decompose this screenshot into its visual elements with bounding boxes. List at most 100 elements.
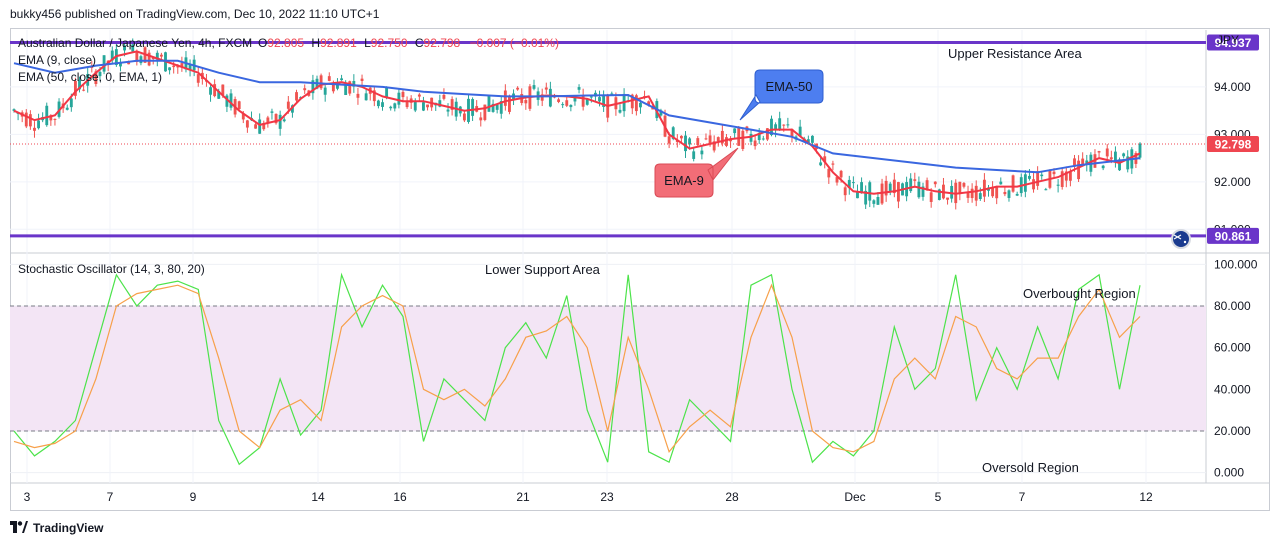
ema9-callout: EMA-9 xyxy=(654,147,739,198)
candle-body xyxy=(1113,151,1117,161)
candle-body xyxy=(839,170,843,178)
candle-body xyxy=(970,188,974,199)
candle-body xyxy=(389,106,393,109)
symbol-label: Australian Dollar / Japanese Yen, 4h, FX… xyxy=(18,36,252,50)
time-tick-label: 21 xyxy=(516,490,530,504)
candle-body xyxy=(1060,171,1064,187)
candle-body xyxy=(806,139,810,144)
candle-body xyxy=(532,85,536,89)
candle-body xyxy=(172,65,176,68)
candle-body xyxy=(266,117,270,124)
oscillator-tick-label: 20.000 xyxy=(1214,424,1251,438)
candle-body xyxy=(311,80,315,94)
oscillator-pane[interactable] xyxy=(10,272,1206,466)
candle-body xyxy=(712,141,716,151)
candle-body xyxy=(12,109,16,111)
oscillator-tick-label: 100.000 xyxy=(1214,257,1258,271)
candle-body xyxy=(131,44,135,52)
candle-body xyxy=(692,151,696,159)
candle-body xyxy=(933,181,937,185)
time-tick-label: 7 xyxy=(1019,490,1026,504)
candle-body xyxy=(811,135,814,143)
candle-body xyxy=(401,91,405,98)
price-badge-label: 92.798 xyxy=(1215,137,1252,151)
chart-frame xyxy=(10,28,1270,511)
candle-body xyxy=(598,97,601,102)
candle-body xyxy=(524,100,528,104)
candle-body xyxy=(909,178,913,192)
candle-body xyxy=(225,95,229,107)
candle-body xyxy=(630,94,634,109)
publisher-bar: bukky456 published on TradingView.com, D… xyxy=(0,0,1280,28)
candle-body xyxy=(1056,184,1060,186)
candle-body xyxy=(602,95,606,107)
candle-body xyxy=(487,95,491,112)
candle-body xyxy=(274,113,278,124)
ohlc-close-label: C xyxy=(415,36,424,50)
candle-body xyxy=(33,127,36,131)
ohlc-low-label: L xyxy=(364,36,371,50)
candle-body xyxy=(1064,171,1068,181)
price-badge-label: 90.861 xyxy=(1215,229,1252,243)
candle-body xyxy=(221,84,225,96)
candle-body xyxy=(819,162,823,166)
candle-body xyxy=(1077,160,1081,180)
candle-body xyxy=(376,100,380,107)
candle-body xyxy=(1044,189,1048,191)
candle-body xyxy=(569,104,573,108)
time-tick-label: 28 xyxy=(725,490,739,504)
candle-body xyxy=(270,111,274,113)
price-pane[interactable] xyxy=(10,38,1206,238)
time-tick-label: 5 xyxy=(935,490,942,504)
candle-body xyxy=(716,137,720,142)
candle-body xyxy=(381,102,384,107)
candle-body xyxy=(479,117,483,121)
time-tick-label: 3 xyxy=(24,490,31,504)
candle-body xyxy=(962,183,966,187)
candle-body xyxy=(667,136,671,144)
candle-body xyxy=(24,112,28,127)
candle-body xyxy=(679,135,683,139)
candle-body xyxy=(254,124,258,129)
candle-body xyxy=(188,65,192,70)
candle-body xyxy=(725,137,728,146)
candle-body xyxy=(684,135,687,152)
footer-bar: TradingView xyxy=(0,512,1280,546)
stoch-k-line xyxy=(13,272,1141,466)
australia-flag-icon[interactable] xyxy=(1171,229,1191,249)
candle-body xyxy=(1003,191,1007,195)
candle-body xyxy=(774,124,778,131)
time-tick-label: 23 xyxy=(600,490,614,504)
candle-body xyxy=(888,183,892,191)
candle-body xyxy=(1118,159,1121,171)
candle-body xyxy=(426,104,429,108)
candle-body xyxy=(495,104,499,110)
candle-body xyxy=(422,102,425,111)
candle-body xyxy=(634,95,638,112)
tradingview-icon xyxy=(10,521,28,533)
overbought-label: Overbought Region xyxy=(1023,286,1136,301)
candle-body xyxy=(872,200,876,204)
candle-body xyxy=(974,185,978,201)
candle-body xyxy=(573,97,577,102)
candle-body xyxy=(540,94,544,101)
stochastic-title: Stochastic Oscillator (14, 3, 80, 20) xyxy=(18,262,205,276)
candle-body xyxy=(647,101,651,106)
candle-body xyxy=(147,52,151,66)
candle-body xyxy=(245,120,249,128)
tradingview-logo[interactable]: TradingView xyxy=(10,521,103,535)
candle-body xyxy=(139,56,143,64)
candle-body xyxy=(966,191,970,198)
candle-body xyxy=(1126,156,1130,170)
candle-body xyxy=(462,113,466,121)
candle-body xyxy=(168,67,172,71)
candle-body xyxy=(749,133,753,142)
candle-body xyxy=(659,110,663,116)
candle-body xyxy=(913,179,917,181)
candle-body xyxy=(700,150,704,155)
candle-body xyxy=(217,91,221,99)
price-badge xyxy=(1207,135,1259,152)
candle-body xyxy=(37,120,41,129)
candle-body xyxy=(1085,160,1089,165)
